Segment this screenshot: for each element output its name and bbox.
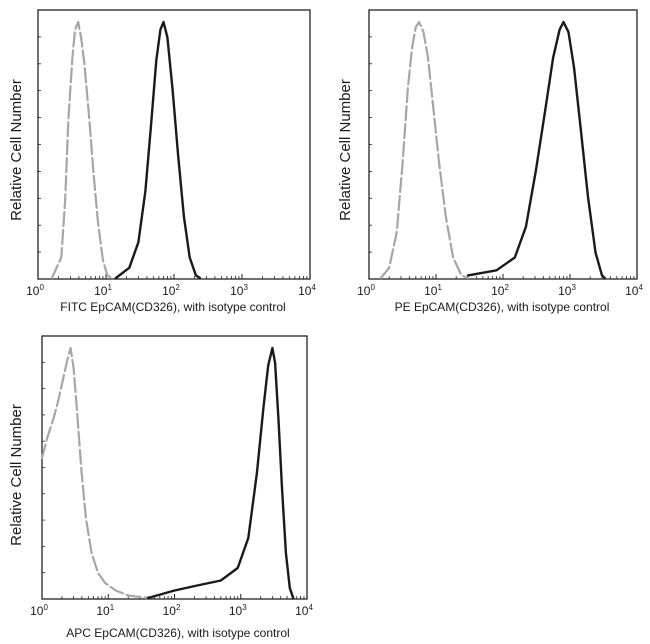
- x-tick-label: 104: [298, 283, 316, 298]
- panel-pe: 100 101 102 103 104 Relative Cell Number PE …: [337, 9, 643, 314]
- x-tick-label: 104: [295, 603, 313, 618]
- x-axis-label: FITC EpCAM(CD326), with isotype control: [60, 300, 285, 314]
- x-tick-label: 101: [96, 603, 114, 618]
- x-tick-label: 103: [558, 283, 576, 298]
- panel-fitc: 100 101 102 103 104 Relative Cell Number FIT…: [8, 9, 316, 314]
- x-tick-label: 104: [625, 283, 643, 298]
- x-tick-label: 100: [26, 283, 44, 298]
- y-axis-label: Relative Cell Number: [8, 79, 25, 221]
- x-tick-label: 101: [94, 283, 112, 298]
- x-tick-label: 102: [162, 283, 180, 298]
- x-axis-label: APC EpCAM(CD326), with isotype control: [66, 626, 289, 640]
- y-axis-label: Relative Cell Number: [337, 79, 354, 221]
- x-axis-label: PE EpCAM(CD326), with isotype control: [395, 300, 610, 314]
- epcam-line: [466, 20, 606, 280]
- x-tick-label: 100: [357, 283, 375, 298]
- epcam-line: [146, 346, 295, 600]
- isotype-control-line: [50, 20, 113, 280]
- x-tick-label: 100: [30, 603, 48, 618]
- plot-frame: [37, 9, 311, 280]
- x-tick-label: 103: [230, 283, 248, 298]
- isotype-control-line: [379, 20, 470, 280]
- epcam-line: [114, 20, 202, 280]
- x-tick-label: 102: [491, 283, 509, 298]
- isotype-control-line: [40, 346, 150, 600]
- x-tick-label: 102: [163, 603, 181, 618]
- x-tick-label: 101: [424, 283, 442, 298]
- x-tick-label: 103: [229, 603, 247, 618]
- plot-frame: [368, 9, 638, 280]
- panel-apc: 100 101 102 103 104 Relative Cell Number APC…: [8, 335, 313, 640]
- y-axis-label: Relative Cell Number: [8, 404, 25, 546]
